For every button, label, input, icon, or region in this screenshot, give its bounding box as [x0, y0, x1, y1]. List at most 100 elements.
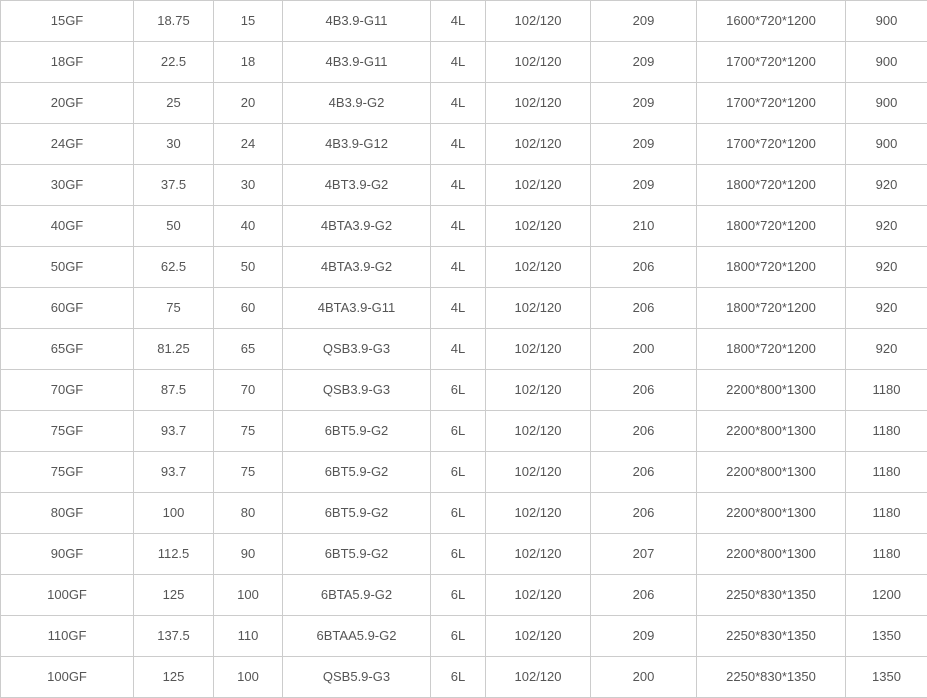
table-cell: 1700*720*1200	[696, 41, 846, 83]
table-cell: 4L	[430, 123, 486, 165]
table-cell: 6L	[430, 656, 486, 698]
table-cell: 4BT3.9-G2	[282, 164, 431, 206]
table-cell: 87.5	[133, 369, 214, 411]
table-row: 30GF 37.5 30 4BT3.9-G2 4L 102/120 209 1800*720*…	[0, 164, 927, 206]
table-cell: 1800*720*1200	[696, 328, 846, 370]
table-cell: 206	[590, 287, 697, 329]
table-cell: 102/120	[485, 410, 591, 452]
table-cell: 137.5	[133, 615, 214, 657]
table-cell: 125	[133, 574, 214, 616]
table-cell: 40	[213, 205, 283, 247]
table-cell: 93.7	[133, 410, 214, 452]
table-cell: 100	[213, 656, 283, 698]
table-cell: 4B3.9-G12	[282, 123, 431, 165]
table-cell: 4L	[430, 205, 486, 247]
table-cell: 30	[213, 164, 283, 206]
table-cell: 206	[590, 574, 697, 616]
table-cell: 6L	[430, 615, 486, 657]
table-cell: 2200*800*1300	[696, 410, 846, 452]
table-cell: QSB3.9-G3	[282, 328, 431, 370]
table-cell: 1180	[845, 410, 927, 452]
table-cell: 6BTAA5.9-G2	[282, 615, 431, 657]
table-cell: 1800*720*1200	[696, 287, 846, 329]
table-row: 75GF 93.7 75 6BT5.9-G2 6L 102/120 206 2200*800*…	[0, 451, 927, 493]
table-cell: 6BT5.9-G2	[282, 451, 431, 493]
table-cell: 102/120	[485, 41, 591, 83]
table-cell: 209	[590, 615, 697, 657]
table-cell: 50	[133, 205, 214, 247]
table-cell: 4B3.9-G11	[282, 41, 431, 83]
table-cell: 1700*720*1200	[696, 123, 846, 165]
table-cell: 4L	[430, 328, 486, 370]
table-cell: 15GF	[0, 0, 134, 42]
table-cell: 2250*830*1350	[696, 615, 846, 657]
table-cell: 6L	[430, 369, 486, 411]
table-cell: 75GF	[0, 451, 134, 493]
table-cell: 1180	[845, 451, 927, 493]
table-cell: 210	[590, 205, 697, 247]
table-cell: 70	[213, 369, 283, 411]
table-cell: 40GF	[0, 205, 134, 247]
table-row: 60GF 75 60 4BTA3.9-G11 4L 102/120 206 1800*720*…	[0, 287, 927, 329]
table-row: 40GF 50 40 4BTA3.9-G2 4L 102/120 210 1800*720*1…	[0, 205, 927, 247]
table-cell: 206	[590, 410, 697, 452]
table-cell: 2200*800*1300	[696, 492, 846, 534]
table-cell: 920	[845, 205, 927, 247]
table-cell: 900	[845, 0, 927, 42]
table-cell: 1180	[845, 492, 927, 534]
table-cell: 25	[133, 82, 214, 124]
table-cell: 102/120	[485, 123, 591, 165]
table-cell: 2200*800*1300	[696, 369, 846, 411]
table-cell: 80	[213, 492, 283, 534]
table-row: 100GF 125 100 QSB5.9-G3 6L 102/120 200 2250*830…	[0, 656, 927, 698]
table-cell: 90	[213, 533, 283, 575]
table-cell: 90GF	[0, 533, 134, 575]
table-row: 24GF 30 24 4B3.9-G12 4L 102/120 209 1700*720*12…	[0, 123, 927, 165]
table-cell: 1800*720*1200	[696, 246, 846, 288]
table-cell: 6BT5.9-G2	[282, 410, 431, 452]
table-cell: 110	[213, 615, 283, 657]
table-cell: 900	[845, 82, 927, 124]
table-cell: 62.5	[133, 246, 214, 288]
table-cell: 2250*830*1350	[696, 656, 846, 698]
table-cell: 102/120	[485, 492, 591, 534]
table-row: 70GF 87.5 70 QSB3.9-G3 6L 102/120 206 2200*800*…	[0, 369, 927, 411]
table-cell: 209	[590, 164, 697, 206]
table-cell: 2250*830*1350	[696, 574, 846, 616]
table-cell: 102/120	[485, 164, 591, 206]
table-cell: 6L	[430, 451, 486, 493]
table-cell: 206	[590, 369, 697, 411]
table-cell: 2200*800*1300	[696, 451, 846, 493]
table-cell: 112.5	[133, 533, 214, 575]
table-cell: 102/120	[485, 451, 591, 493]
table-cell: 102/120	[485, 82, 591, 124]
table-cell: 4BTA3.9-G2	[282, 246, 431, 288]
table-cell: 920	[845, 246, 927, 288]
table-cell: 200	[590, 656, 697, 698]
table-cell: 50GF	[0, 246, 134, 288]
table-cell: 1350	[845, 615, 927, 657]
table-cell: 102/120	[485, 287, 591, 329]
table-cell: 4L	[430, 287, 486, 329]
table-cell: 1600*720*1200	[696, 0, 846, 42]
table-cell: 102/120	[485, 615, 591, 657]
table-cell: 1700*720*1200	[696, 82, 846, 124]
table-cell: 4B3.9-G11	[282, 0, 431, 42]
table-cell: 75	[133, 287, 214, 329]
table-cell: 206	[590, 492, 697, 534]
table-cell: 102/120	[485, 656, 591, 698]
table-cell: 65GF	[0, 328, 134, 370]
table-cell: 110GF	[0, 615, 134, 657]
table-cell: 6L	[430, 410, 486, 452]
table-cell: 920	[845, 287, 927, 329]
table-cell: 18	[213, 41, 283, 83]
table-cell: 1800*720*1200	[696, 164, 846, 206]
table-cell: 920	[845, 328, 927, 370]
table-cell: 100	[213, 574, 283, 616]
table-cell: 22.5	[133, 41, 214, 83]
table-cell: 80GF	[0, 492, 134, 534]
table-row: 50GF 62.5 50 4BTA3.9-G2 4L 102/120 206 1800*720…	[0, 246, 927, 288]
table-cell: 60	[213, 287, 283, 329]
table-cell: 200	[590, 328, 697, 370]
